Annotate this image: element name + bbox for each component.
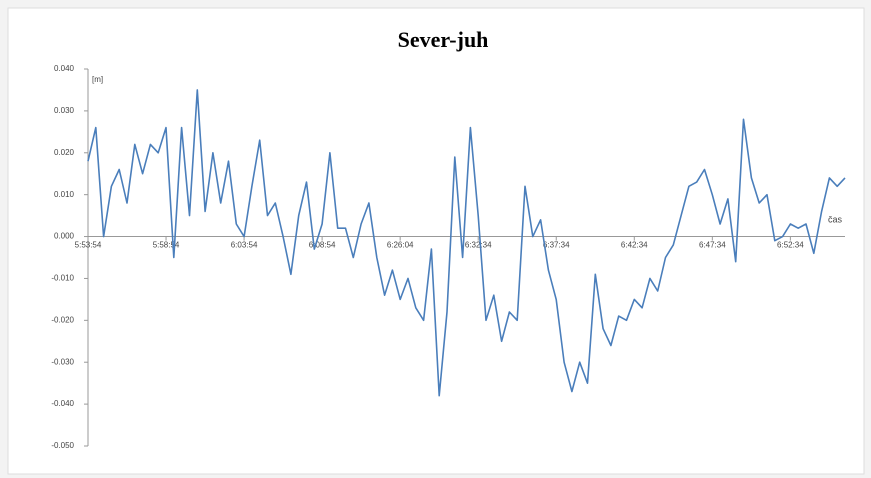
x-tick-label: 5:58:54	[153, 241, 180, 250]
y-axis-label: [m]	[92, 75, 103, 84]
y-tick-label: 0.040	[54, 64, 75, 73]
y-tick-label: 0.030	[54, 106, 75, 115]
chart-panel	[7, 7, 865, 475]
y-tick-label: -0.020	[51, 315, 74, 324]
x-tick-label: 6:08:54	[309, 241, 336, 250]
y-tick-label: -0.040	[51, 399, 74, 408]
chart-title: Sever-juh	[398, 27, 489, 52]
x-tick-label: 6:26:04	[387, 241, 414, 250]
x-tick-label: 6:42:34	[621, 241, 648, 250]
y-tick-label: -0.050	[51, 441, 74, 450]
x-tick-label: 6:52:34	[777, 241, 804, 250]
x-axis-label: čas	[828, 214, 843, 224]
y-tick-label: -0.010	[51, 274, 74, 283]
y-tick-label: 0.000	[54, 232, 75, 241]
data-line	[87, 89, 846, 397]
x-tick-label: 6:03:54	[231, 241, 258, 250]
x-tick-label: 6:47:34	[699, 241, 726, 250]
x-tick-label: 5:53:54	[75, 241, 102, 250]
y-tick-label: 0.020	[54, 148, 75, 157]
x-tick-label: 6:32:34	[465, 241, 492, 250]
x-tick-label: 6:37:34	[543, 241, 570, 250]
y-tick-label: -0.030	[51, 357, 74, 366]
y-tick-label: 0.010	[54, 190, 75, 199]
